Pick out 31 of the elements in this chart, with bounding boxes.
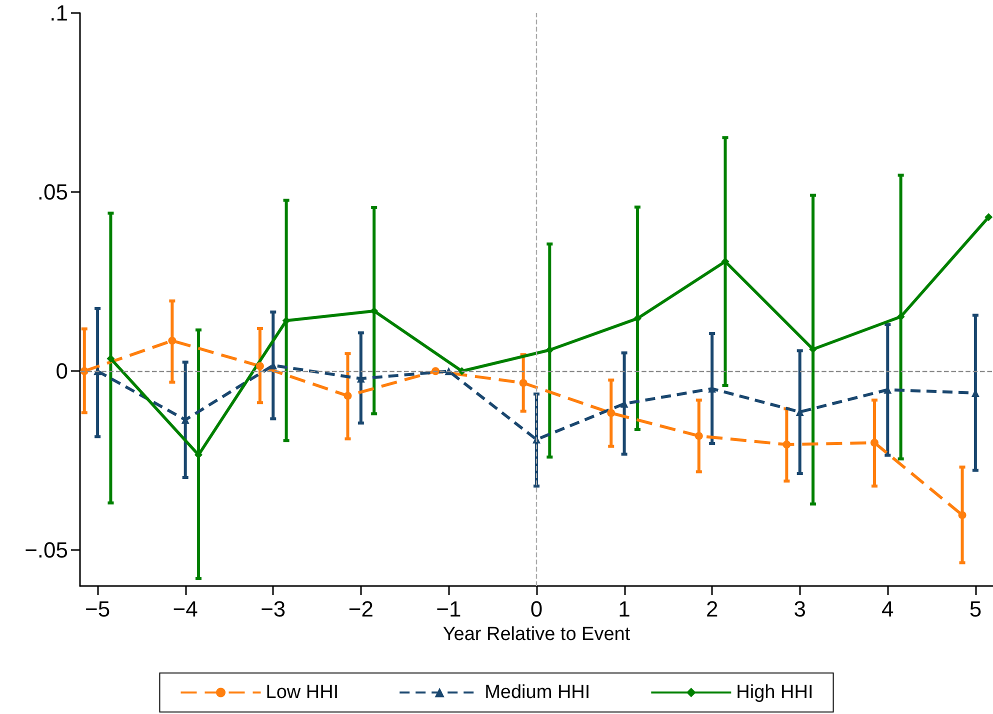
y-tick-label: .1 [50, 0, 68, 26]
x-tick-label: 4 [882, 596, 894, 622]
x-tick-label: −4 [172, 596, 198, 622]
point [958, 511, 966, 520]
x-tick-label: 1 [618, 596, 630, 622]
legend-label: Medium HHI [484, 682, 590, 703]
point [519, 378, 528, 387]
point [694, 432, 703, 440]
point [432, 367, 440, 376]
x-tick-label: −5 [85, 596, 110, 622]
x-axis-title: Year Relative to Event [442, 624, 631, 645]
x-tick-label: −3 [260, 596, 286, 622]
point [607, 409, 616, 418]
x-tick-label: 5 [969, 596, 982, 622]
x-tick-label: 3 [794, 596, 806, 622]
point [344, 392, 352, 400]
point [782, 440, 791, 449]
point [256, 362, 264, 370]
legend-label: Low HHI [266, 682, 339, 703]
x-tick-label: 0 [530, 596, 543, 622]
point [168, 336, 176, 345]
x-tick-label: −2 [348, 596, 374, 622]
legend-label: High HHI [736, 682, 814, 703]
point [870, 438, 878, 447]
y-tick-label: .05 [37, 180, 68, 205]
y-tick-label: −.05 [24, 538, 68, 563]
x-tick-label: 2 [706, 596, 718, 622]
x-tick-label: −1 [436, 596, 462, 622]
point [984, 213, 993, 222]
y-tick-label: 0 [56, 358, 68, 384]
point [106, 354, 115, 363]
